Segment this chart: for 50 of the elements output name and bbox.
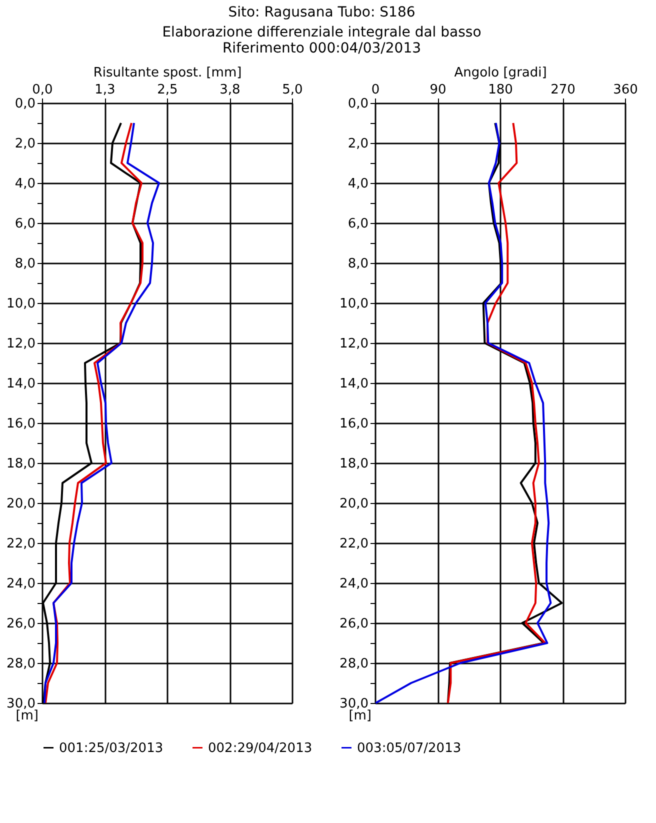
y-axis-title: [m] bbox=[348, 708, 372, 724]
x-tick-label: 180 bbox=[488, 82, 513, 98]
y-tick-label: 14,0 bbox=[6, 376, 36, 392]
y-tick-label: 20,0 bbox=[6, 496, 36, 512]
x-tick-label: 2,5 bbox=[157, 82, 178, 98]
x-tick-label: 5,0 bbox=[282, 82, 303, 98]
y-tick-label: 26,0 bbox=[340, 616, 368, 632]
y-tick-label: 24,0 bbox=[340, 576, 368, 592]
y-tick-label: 8,0 bbox=[348, 256, 368, 272]
y-tick-label: 2,0 bbox=[14, 136, 36, 152]
y-tick-label: 0,0 bbox=[348, 96, 368, 112]
y-tick-label: 6,0 bbox=[348, 216, 368, 232]
y-tick-label: 22,0 bbox=[6, 536, 36, 552]
y-tick-label: 22,0 bbox=[340, 536, 368, 552]
y-tick-label: 28,0 bbox=[6, 656, 36, 672]
text: Riferimento 000:04/03/2013 bbox=[222, 40, 422, 56]
y-axis-title: [m] bbox=[16, 708, 38, 724]
x-tick-label: 3,8 bbox=[220, 82, 240, 98]
y-tick-label: 10,0 bbox=[340, 296, 368, 312]
y-tick-label: 12,0 bbox=[6, 336, 36, 352]
text: Elaborazione differenziale integrale dal basso bbox=[162, 24, 482, 40]
y-tick-label: 10,0 bbox=[6, 296, 36, 312]
y-tick-label: 6,0 bbox=[14, 216, 36, 232]
y-tick-label: 16,0 bbox=[6, 416, 36, 432]
x-axis-title: Risultante spost. [mm] bbox=[93, 66, 242, 80]
y-tick-label: 18,0 bbox=[6, 456, 36, 472]
y-tick-label: 16,0 bbox=[340, 416, 368, 432]
x-tick-label: 1,3 bbox=[94, 82, 116, 98]
x-tick-label: 360 bbox=[613, 82, 638, 98]
y-tick-label: 0,0 bbox=[14, 96, 36, 112]
y-tick-label: 12,0 bbox=[340, 336, 368, 352]
x-tick-label: 270 bbox=[550, 82, 576, 98]
y-tick-label: 20,0 bbox=[340, 496, 368, 512]
y-tick-label: 14,0 bbox=[340, 376, 368, 392]
y-tick-label: 4,0 bbox=[348, 176, 368, 192]
y-tick-label: 24,0 bbox=[6, 576, 36, 592]
legend-label: 003:05/07/2013 bbox=[357, 740, 462, 756]
y-tick-label: 8,0 bbox=[14, 256, 36, 272]
y-tick-label: 26,0 bbox=[6, 616, 36, 632]
y-tick-label: 2,0 bbox=[348, 136, 368, 152]
x-axis-title: Angolo [gradi] bbox=[454, 66, 547, 80]
x-tick-label: 0 bbox=[371, 82, 380, 98]
x-tick-label: 90 bbox=[430, 82, 446, 98]
legend-label: 002:29/04/2013 bbox=[208, 740, 312, 756]
y-tick-label: 28,0 bbox=[340, 656, 368, 672]
y-tick-label: 4,0 bbox=[14, 176, 36, 192]
y-tick-label: 18,0 bbox=[340, 456, 368, 472]
legend-label: 001:25/03/2013 bbox=[59, 740, 164, 756]
text: Sito: Ragusana Tubo: S186 bbox=[228, 4, 416, 20]
x-tick-label: 0,0 bbox=[32, 82, 53, 98]
